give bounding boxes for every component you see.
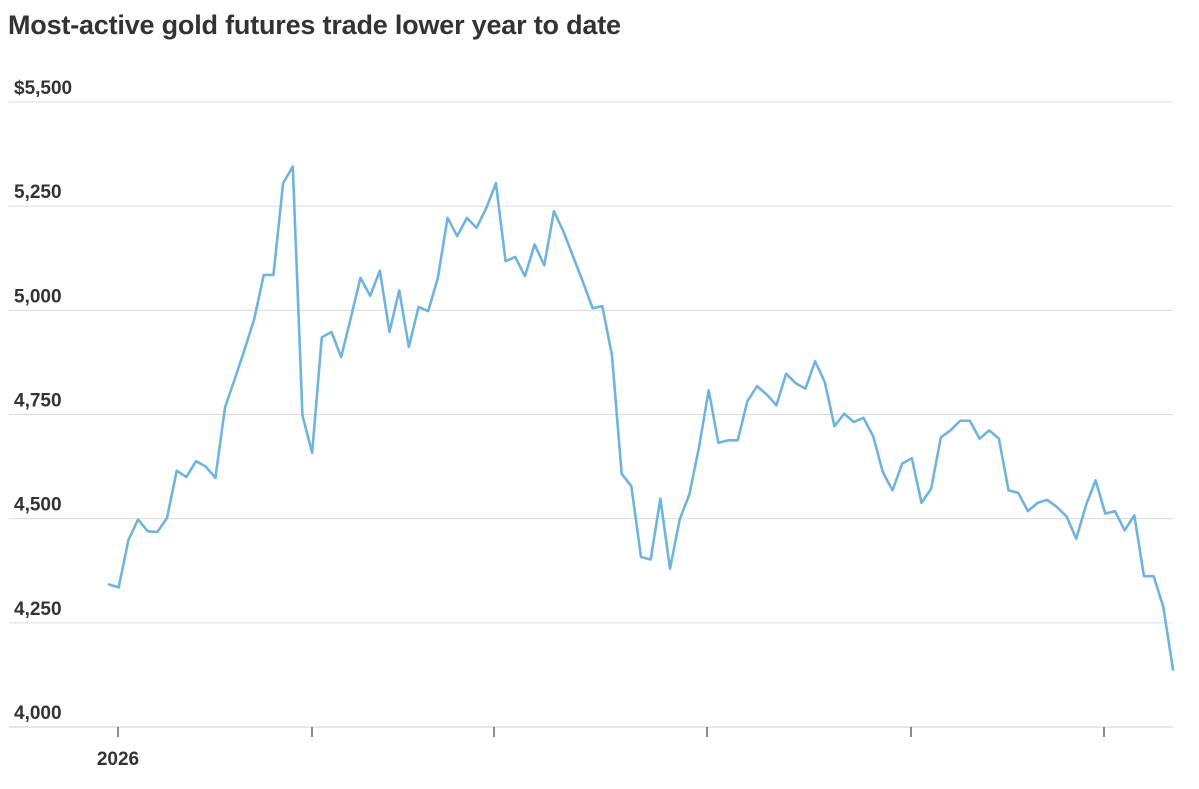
y-tick-label-4250: 4,250 [14, 599, 62, 620]
y-axis-tick-labels: $5,500 5,250 5,000 4,750 4,500 4,250 4,000 [14, 78, 72, 724]
y-tick-label-5250: 5,250 [14, 182, 62, 203]
series-line-gold-futures-price [107, 165, 1175, 671]
y-tick-label-4000: 4,000 [14, 703, 62, 724]
chart-title: Most-active gold futures trade lower yea… [8, 10, 621, 40]
x-tick-label-2026: 2026 [97, 749, 139, 770]
y-tick-label-5500: $5,500 [14, 78, 72, 99]
y-tick-label-5000: 5,000 [14, 286, 62, 307]
x-axis: 2026 [9, 726, 1173, 770]
gridlines [9, 101, 1173, 624]
series-layer [107, 165, 1175, 671]
y-tick-label-4750: 4,750 [14, 391, 62, 412]
y-tick-label-4500: 4,500 [14, 495, 62, 516]
